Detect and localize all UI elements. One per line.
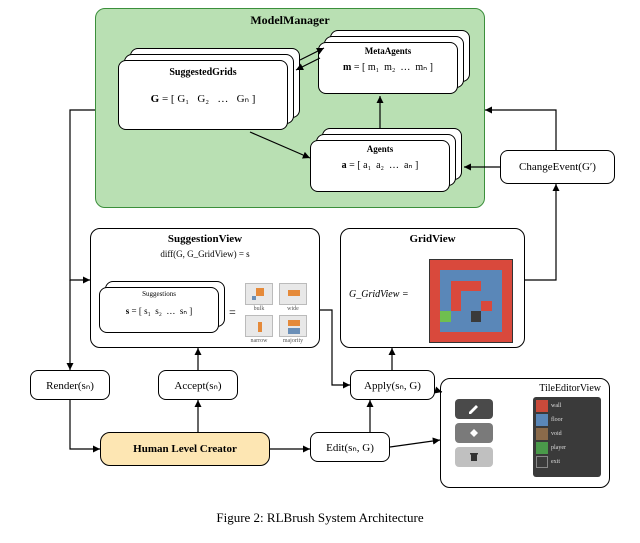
suggestions-inner-title: Suggestions xyxy=(100,290,218,298)
agents-formula: a = [ a₁ a₂ … aₙ ] xyxy=(311,160,449,171)
gridview-box: GridView G_GridView = xyxy=(340,228,525,348)
render-box: Render(sₙ) xyxy=(30,370,110,400)
trash-icon xyxy=(468,451,480,463)
gridview-formula: G_GridView = xyxy=(349,289,409,300)
apply-box: Apply(sₙ, G) xyxy=(350,370,435,400)
accept-box: Accept(sₙ) xyxy=(158,370,238,400)
suggestedgrids-box: SuggestedGrids G = [ G₁ G₂ … Gₙ ] xyxy=(118,60,288,130)
changeevent-box: ChangeEvent(G′) xyxy=(500,150,615,184)
pencil-icon xyxy=(468,403,480,415)
tool-pencil xyxy=(455,399,493,419)
suggestions-inner: Suggestions s = [ s₁ s₂ … sₙ ] xyxy=(99,287,219,333)
suggestions-formula: s = [ s₁ s₂ … sₙ ] xyxy=(100,306,218,317)
figure-caption: Figure 2: RLBrush System Architecture xyxy=(0,510,640,526)
bucket-icon xyxy=(468,427,480,439)
agents-box: Agents a = [ a₁ a₂ … aₙ ] xyxy=(310,140,450,192)
human-label: Human Level Creator xyxy=(133,443,237,455)
tileeditor-title: TileEditorView xyxy=(441,383,601,394)
palette: wall floor void player exit xyxy=(533,397,601,477)
gridview-title: GridView xyxy=(341,233,524,245)
tileeditor-box: TileEditorView wall floor void player ex… xyxy=(440,378,610,488)
sugg-thumbs: bulk wide narrow majority xyxy=(245,283,309,343)
tool-fill xyxy=(455,423,493,443)
suggestedgrids-title: SuggestedGrids xyxy=(119,67,287,78)
agents-title: Agents xyxy=(311,144,449,154)
suggestionview-diff: diff(G, G_GridView) = s xyxy=(91,249,319,259)
metaagents-box: MetaAgents m = [ m₁ m₂ … mₙ ] xyxy=(318,42,458,94)
suggestionview-title: SuggestionView xyxy=(91,233,319,245)
metaagents-formula: m = [ m₁ m₂ … mₙ ] xyxy=(319,62,457,73)
metaagents-title: MetaAgents xyxy=(319,46,457,56)
gridview-grid xyxy=(429,259,513,343)
edit-box: Edit(sₙ, G) xyxy=(310,432,390,462)
suggestionview-box: SuggestionView diff(G, G_GridView) = s S… xyxy=(90,228,320,348)
suggestedgrids-formula: G = [ G₁ G₂ … Gₙ ] xyxy=(119,92,287,105)
human-box: Human Level Creator xyxy=(100,432,270,466)
modelmanager-title: ModelManager xyxy=(96,13,484,28)
tool-trash xyxy=(455,447,493,467)
suggestions-equals: = xyxy=(229,305,236,320)
